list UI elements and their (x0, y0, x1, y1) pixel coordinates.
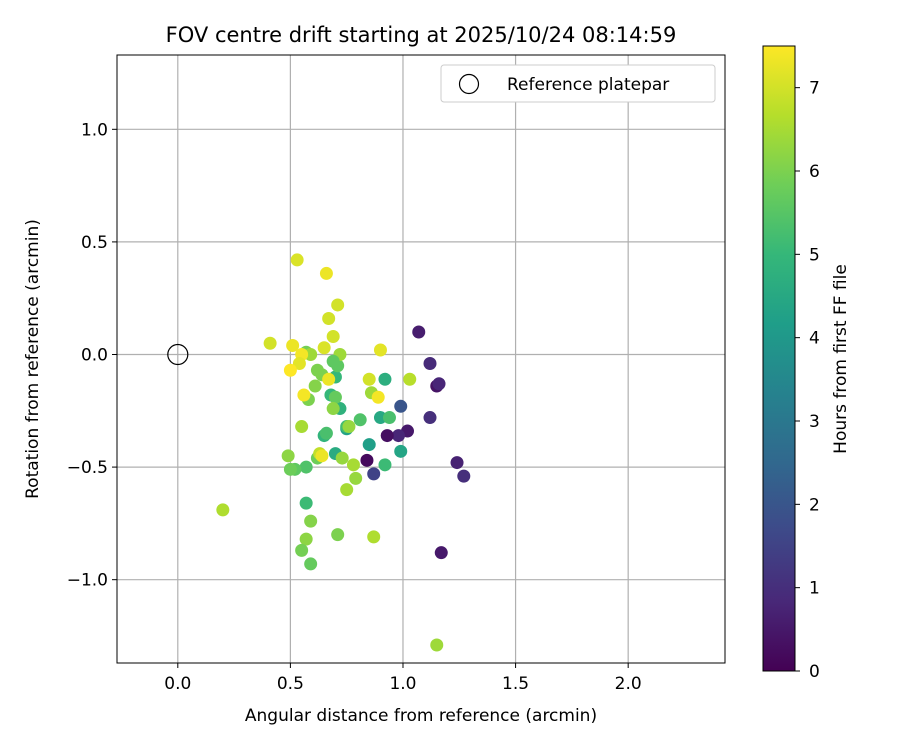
data-point (295, 543, 309, 557)
x-tick-label: 1.5 (502, 674, 529, 694)
data-point (315, 449, 329, 463)
y-tick-label: −0.5 (67, 458, 108, 478)
colorbar-tick-label: 0 (809, 662, 820, 682)
data-point (299, 496, 313, 510)
data-point (297, 388, 311, 402)
data-point (335, 451, 349, 465)
data-point (378, 372, 392, 386)
y-tick-label: 1.0 (81, 120, 108, 140)
data-point (295, 420, 309, 434)
x-axis: 0.0 0.5 1.0 1.5 2.0 (164, 663, 642, 694)
data-point (283, 462, 297, 476)
data-point (319, 266, 333, 280)
data-point (382, 411, 396, 425)
data-point (340, 483, 354, 497)
data-point (281, 449, 295, 463)
chart-title: FOV centre drift starting at 2025/10/24 … (166, 23, 677, 47)
data-point (290, 253, 304, 267)
data-point (304, 514, 318, 528)
data-point (283, 363, 297, 377)
colorbar-tick-label: 2 (809, 495, 820, 515)
data-point (326, 402, 340, 416)
colorbar-tick-label: 7 (809, 79, 820, 99)
data-point (394, 399, 408, 413)
colorbar-ticks: 0 1 2 3 4 5 6 7 (795, 79, 820, 682)
data-point (286, 338, 300, 352)
data-point (299, 460, 313, 474)
data-point (373, 411, 387, 425)
x-tick-label: 0.0 (164, 674, 191, 694)
y-axis-label: Rotation from reference (arcmin) (23, 219, 43, 499)
data-point (367, 530, 381, 544)
data-point (362, 438, 376, 452)
data-point (403, 372, 417, 386)
y-tick-label: 0.0 (81, 345, 108, 365)
x-tick-label: 1.0 (389, 674, 416, 694)
data-point (346, 458, 360, 472)
data-point (319, 426, 333, 440)
data-point (391, 429, 405, 443)
data-point (349, 471, 363, 485)
data-point (353, 413, 367, 427)
data-point (331, 298, 345, 312)
data-point (430, 638, 444, 652)
reference-marker-group (167, 343, 189, 366)
data-point (342, 420, 356, 434)
data-point (299, 532, 313, 546)
colorbar-tick-label: 6 (809, 162, 820, 182)
data-point (423, 357, 437, 371)
legend-label-reference: Reference platepar (507, 75, 669, 95)
colorbar-tick-label: 4 (809, 329, 820, 349)
data-point (450, 456, 464, 470)
y-axis: 1.0 0.5 0.0 −0.5 −1.0 (67, 120, 117, 591)
data-point (412, 325, 426, 339)
data-point (322, 311, 336, 325)
reference-platepar-marker (167, 343, 189, 366)
data-point (322, 372, 336, 386)
data-point (371, 390, 385, 404)
data-point (434, 546, 448, 560)
data-point (380, 429, 394, 443)
plot-border (116, 54, 726, 664)
x-tick-label: 0.5 (277, 674, 304, 694)
y-tick-label: −1.0 (67, 571, 108, 591)
data-point (326, 329, 340, 343)
data-point (362, 372, 376, 386)
data-point (360, 453, 374, 467)
data-point (432, 377, 446, 391)
y-tick-label: 0.5 (81, 233, 108, 253)
legend-box (440, 64, 716, 103)
data-point (457, 469, 471, 483)
data-point (373, 343, 387, 357)
x-axis-label: Angular distance from reference (arcmin) (245, 706, 597, 726)
data-point (423, 411, 437, 425)
colorbar-tick-label: 3 (809, 412, 820, 432)
data-point (328, 390, 342, 404)
colorbar (762, 45, 796, 672)
colorbar-label: Hours from first FF file (831, 264, 851, 454)
data-point (216, 503, 230, 517)
data-point (326, 354, 340, 368)
colorbar-tick-label: 5 (809, 245, 820, 265)
colorbar-tick-label: 1 (809, 579, 820, 599)
data-point (308, 379, 322, 393)
scatter-points (216, 253, 471, 652)
data-point (292, 357, 306, 371)
plot-area (117, 55, 725, 663)
data-point (378, 458, 392, 472)
data-point (394, 444, 408, 458)
legend-marker-reference (458, 73, 480, 95)
x-tick-label: 2.0 (615, 674, 642, 694)
data-point (331, 528, 345, 542)
data-point (304, 347, 318, 361)
data-point (263, 336, 277, 350)
data-point (304, 557, 318, 571)
grid (117, 55, 725, 663)
data-point (317, 341, 331, 355)
legend: Reference platepar (440, 64, 716, 103)
data-point (367, 467, 381, 481)
